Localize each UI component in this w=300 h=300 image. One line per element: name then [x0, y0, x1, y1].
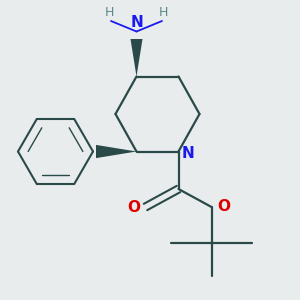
Text: O: O	[217, 199, 230, 214]
Polygon shape	[96, 145, 136, 158]
Text: O: O	[127, 200, 140, 214]
Polygon shape	[130, 39, 142, 76]
Text: H: H	[159, 7, 168, 20]
Text: N: N	[130, 15, 143, 30]
Text: N: N	[182, 146, 195, 160]
Text: H: H	[105, 7, 114, 20]
